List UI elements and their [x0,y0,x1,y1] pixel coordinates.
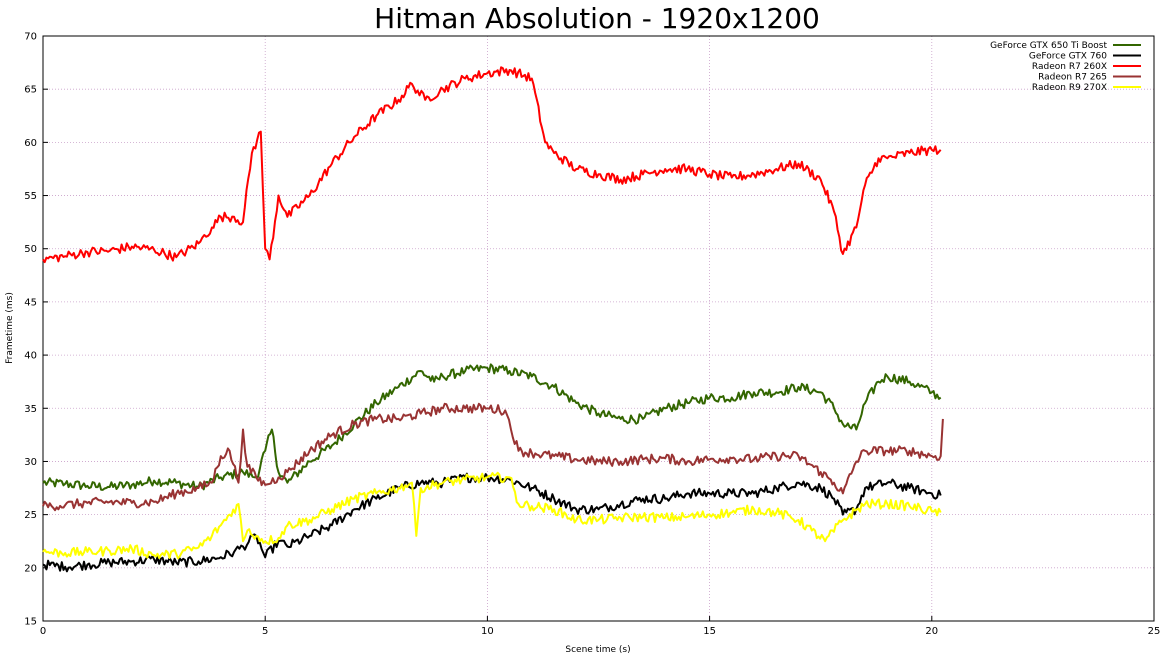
y-tick-label: 25 [24,510,37,521]
y-tick-label: 15 [24,617,37,628]
legend-label: GeForce GTX 760 [1029,52,1107,62]
y-tick-label: 60 [24,138,37,149]
x-tick-label: 5 [262,626,268,637]
y-tick-label: 40 [24,351,37,362]
y-tick-label: 30 [24,457,37,468]
series-group [42,66,944,573]
legend-label: Radeon R7 265 [1038,73,1107,83]
plot-frame [42,35,1155,622]
y-tick-label: 35 [24,404,37,415]
x-axis-label: Scene time (s) [565,645,630,655]
legend-label: Radeon R9 270X [1032,83,1107,93]
legend-label: Radeon R7 260X [1032,62,1107,72]
y-tick-label: 20 [24,563,37,574]
legend-label: GeForce GTX 650 Ti Boost [990,41,1107,51]
x-tick-label: 15 [703,626,716,637]
series-line-3 [42,402,944,512]
y-tick-label: 45 [24,297,37,308]
y-axis-label: Frametime (ms) [5,292,15,364]
y-tick-label: 55 [24,191,37,202]
x-tick-label: 0 [40,626,46,637]
series-line-4 [42,471,942,560]
axis-ticks: 0 5 10 15 20 25 15 20 25 30 35 40 45 50 55 60 65 70 [24,32,1160,638]
y-tick-label: 65 [24,85,37,96]
y-tick-label: 50 [24,244,37,255]
series-line-0 [42,363,942,491]
x-tick-label: 25 [1148,626,1161,637]
y-tick-label: 70 [24,32,37,43]
x-tick-label: 10 [481,626,494,637]
chart-title: Hitman Absolution - 1920x1200 [374,2,820,35]
x-tick-label: 20 [925,626,938,637]
series-line-1 [42,472,942,573]
series-line-2 [42,66,942,264]
